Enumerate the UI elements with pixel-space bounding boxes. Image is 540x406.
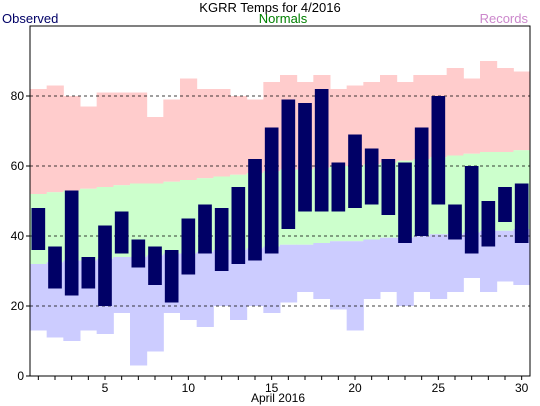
observed-bar [98,225,112,306]
record-high-band [130,92,148,184]
observed-bar [114,211,129,254]
record-low-band [396,237,414,306]
record-high-band [63,96,81,191]
normal-band [80,188,98,261]
record-high-band [46,85,64,193]
record-low-band [446,234,464,292]
observed-bar [248,159,262,261]
legend-observed: Observed [2,11,58,26]
observed-bar [198,204,212,254]
x-tick-label: 30 [515,381,529,395]
record-low-band [330,241,348,310]
record-high-band [213,89,231,177]
record-high-band [196,89,214,179]
observed-bar [64,190,79,296]
observed-bar [131,239,146,268]
observed-bar [498,187,512,222]
record-high-band [230,96,248,175]
observed-bar [214,208,229,271]
x-tick-label: 10 [182,381,196,395]
record-high-band [380,75,398,163]
y-tick-label: 20 [11,299,25,313]
record-high-band [363,82,381,165]
observed-layer [31,89,529,306]
record-high-band [330,89,348,166]
normal-band [130,183,148,257]
record-low-band [130,257,148,366]
record-low-band [380,237,398,292]
record-high-band [113,92,131,186]
grid-layer [30,95,530,307]
y-tick-label: 40 [11,229,25,243]
observed-bar [481,201,496,247]
observed-bar [314,89,329,212]
record-high-band [96,92,114,187]
axes-layer: 0 20 40 60 80 5 10 15 20 25 30 [11,25,531,395]
record-high-band [80,106,98,189]
normal-band [46,192,64,263]
normal-band [163,181,181,254]
record-low-band [313,243,331,299]
x-tick-label: 20 [348,381,362,395]
x-tick-label: 25 [432,381,446,395]
record-low-band [30,264,48,331]
observed-bar [31,208,46,250]
record-low-band [196,251,214,327]
record-high-band [463,78,481,154]
x-tick-label: 5 [102,381,109,395]
record-low-band [263,246,281,313]
record-high-band [396,82,414,161]
observed-bar [264,127,279,254]
plot-frame [29,25,531,377]
x-tick-label: 15 [265,381,279,395]
x-axis-label: April 2016 [251,391,305,405]
record-low-band [230,250,248,320]
observed-bar [514,183,529,243]
observed-bar [164,250,179,303]
observed-bar [381,159,396,215]
record-high-band [246,99,264,173]
observed-bar [148,246,162,285]
normal-band [146,183,164,256]
observed-bar [364,148,379,205]
record-high-band [480,61,498,152]
observed-bar [448,204,462,240]
observed-bar [231,187,246,264]
y-tick-label: 60 [11,159,25,173]
record-high-band [496,68,514,152]
observed-bar [348,134,362,208]
observed-bar [414,127,429,236]
observed-bar [181,218,196,275]
observed-bar [81,257,96,289]
record-low-band [496,230,514,282]
record-low-band [246,248,264,306]
record-low-band [346,241,364,331]
record-high-band [446,68,464,156]
record-high-band [30,89,48,194]
record-low-band [413,236,431,292]
record-low-band [430,234,448,299]
observed-bar [331,162,346,212]
observed-bar [431,96,446,205]
record-low-band [296,244,314,292]
y-tick-label: 80 [11,89,25,103]
chart-title: KGRR Temps for 4/2016 [199,0,340,15]
observed-bar [398,162,412,243]
record-high-band [180,78,198,180]
observed-bar [298,103,312,212]
record-low-band [280,244,298,303]
record-low-band [363,239,381,299]
legend-normals: Normals [259,11,308,26]
record-low-band [113,257,131,313]
record-high-band [163,99,181,182]
y-tick-label: 0 [17,369,24,383]
record-high-band [513,71,531,151]
record-high-band [146,117,164,184]
observed-bar [464,166,479,254]
observed-bar [48,246,62,289]
legend-records: Records [480,11,529,26]
observed-bar [281,99,296,229]
